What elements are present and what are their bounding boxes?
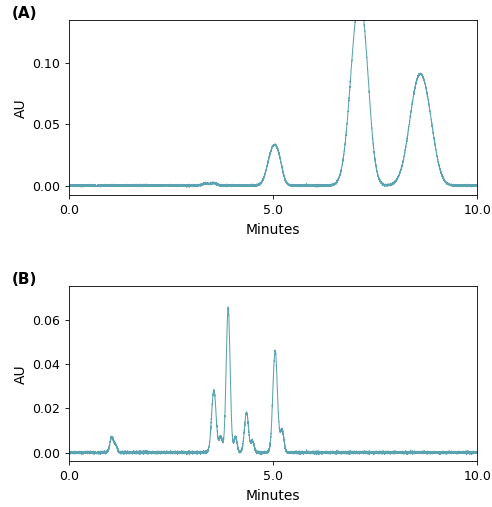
X-axis label: Minutes: Minutes [246, 223, 300, 237]
X-axis label: Minutes: Minutes [246, 489, 300, 503]
Y-axis label: AU: AU [14, 364, 28, 384]
Text: (B): (B) [12, 272, 37, 287]
Text: (A): (A) [12, 6, 37, 21]
Y-axis label: AU: AU [14, 98, 28, 118]
